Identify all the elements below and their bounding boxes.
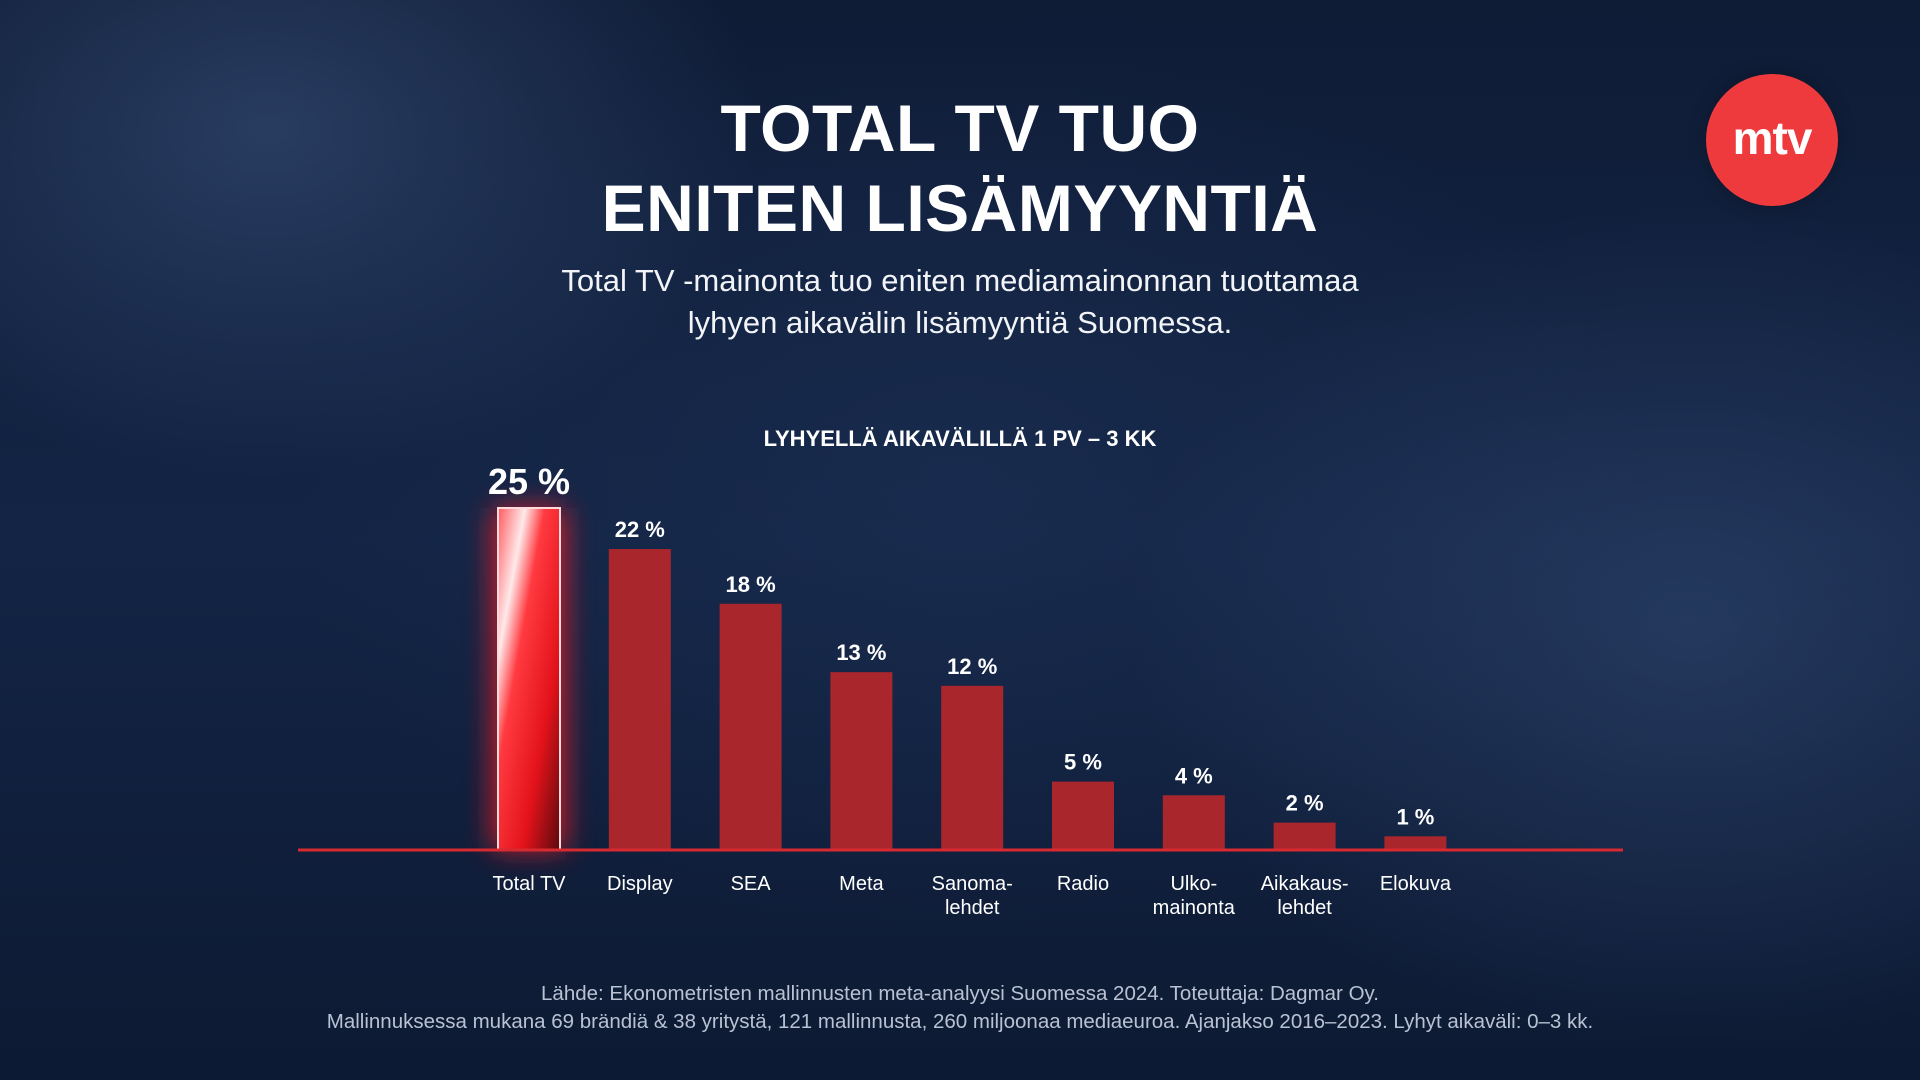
source-line-1: Lähde: Ekonometristen mallinnusten meta-…: [541, 982, 1379, 1005]
bar: [941, 685, 1004, 850]
bar: [719, 603, 782, 850]
bar: [1384, 836, 1447, 850]
tick-label: Meta: [839, 873, 884, 895]
source-note: Lähde: Ekonometristen mallinnusten meta-…: [0, 980, 1920, 1036]
data-label: 12 %: [947, 654, 997, 679]
source-line-2: Mallinnuksessa mukana 69 brändiä & 38 yr…: [326, 1010, 1594, 1033]
tick-label: Display: [607, 873, 673, 895]
bar: [830, 672, 893, 850]
tick-label: lehdet: [1277, 897, 1332, 919]
tick-label: Radio: [1057, 873, 1109, 895]
tick-label: lehdet: [945, 897, 1000, 919]
tick-label: Elokuva: [1380, 873, 1452, 895]
bar: [608, 549, 671, 850]
data-label: 2 %: [1286, 791, 1324, 816]
data-label: 1 %: [1396, 804, 1434, 829]
data-label: 18 %: [726, 572, 776, 597]
data-label: 5 %: [1064, 750, 1102, 775]
tick-label: Sanoma-: [932, 873, 1013, 895]
tick-label: Aikakaus-: [1261, 873, 1349, 895]
data-label: 25 %: [488, 461, 570, 502]
chart-title: LYHYELLÄ AIKAVÄLILLÄ 1 PV – 3 KK: [763, 426, 1157, 451]
bars-layer: 25 % Total TV 22 % Display 18 % SEA 13 % Meta 12…: [488, 461, 1452, 919]
tick-label: Ulko-: [1170, 873, 1217, 895]
title-line-2: ENITEN LISÄMYYNTIÄ: [601, 171, 1319, 245]
bar: [1162, 795, 1225, 850]
subtitle-line-2: lyhyen aikavälin lisämyyntiä Suomessa.: [687, 305, 1233, 340]
bar: [1052, 781, 1114, 850]
bar-highlight: [497, 507, 561, 851]
tick-label: SEA: [731, 873, 772, 895]
mtv-logo: mtv: [1706, 74, 1838, 206]
bar: [1273, 822, 1336, 850]
data-label: 4 %: [1175, 763, 1213, 788]
page-title: TOTAL TV TUO ENITEN LISÄMYYNTIÄ: [0, 88, 1920, 248]
data-label: 22 %: [615, 517, 665, 542]
tick-label: Total TV: [493, 873, 567, 895]
subtitle-line-1: Total TV -mainonta tuo eniten mediamaino…: [561, 263, 1359, 298]
tick-label: mainonta: [1153, 897, 1236, 919]
title-line-1: TOTAL TV TUO: [720, 91, 1200, 165]
page-subtitle: Total TV -mainonta tuo eniten mediamaino…: [0, 260, 1920, 344]
logo-text: mtv: [1732, 112, 1813, 164]
data-label: 13 %: [836, 640, 886, 665]
